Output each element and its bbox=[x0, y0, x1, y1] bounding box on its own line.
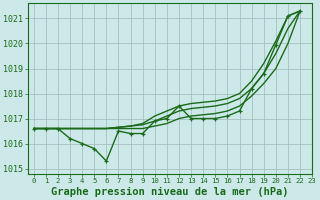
X-axis label: Graphe pression niveau de la mer (hPa): Graphe pression niveau de la mer (hPa) bbox=[51, 186, 289, 197]
